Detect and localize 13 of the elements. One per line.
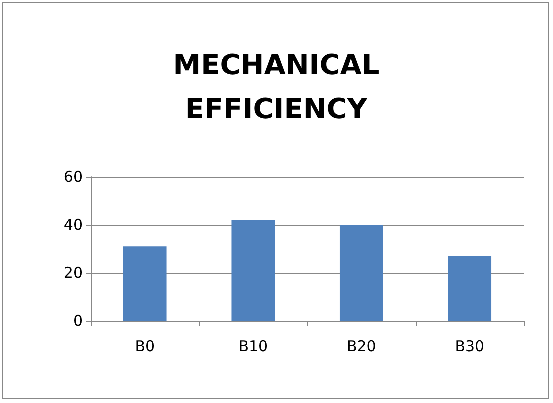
bar bbox=[448, 256, 492, 321]
x-tick-label: B30 bbox=[455, 338, 485, 356]
bar bbox=[340, 225, 384, 321]
y-tick-label: 60 bbox=[64, 168, 83, 186]
x-tick-label: B0 bbox=[135, 338, 156, 356]
bar bbox=[123, 246, 167, 321]
y-tick-label: 20 bbox=[64, 264, 83, 282]
y-tick-label: 0 bbox=[73, 312, 83, 330]
x-tick-label: B10 bbox=[238, 338, 268, 356]
x-tick-label: B20 bbox=[346, 338, 376, 356]
chart-title: MECHANICAL EFFICIENCY bbox=[173, 48, 380, 126]
bar bbox=[232, 220, 276, 321]
y-tick-label: 40 bbox=[64, 216, 83, 234]
